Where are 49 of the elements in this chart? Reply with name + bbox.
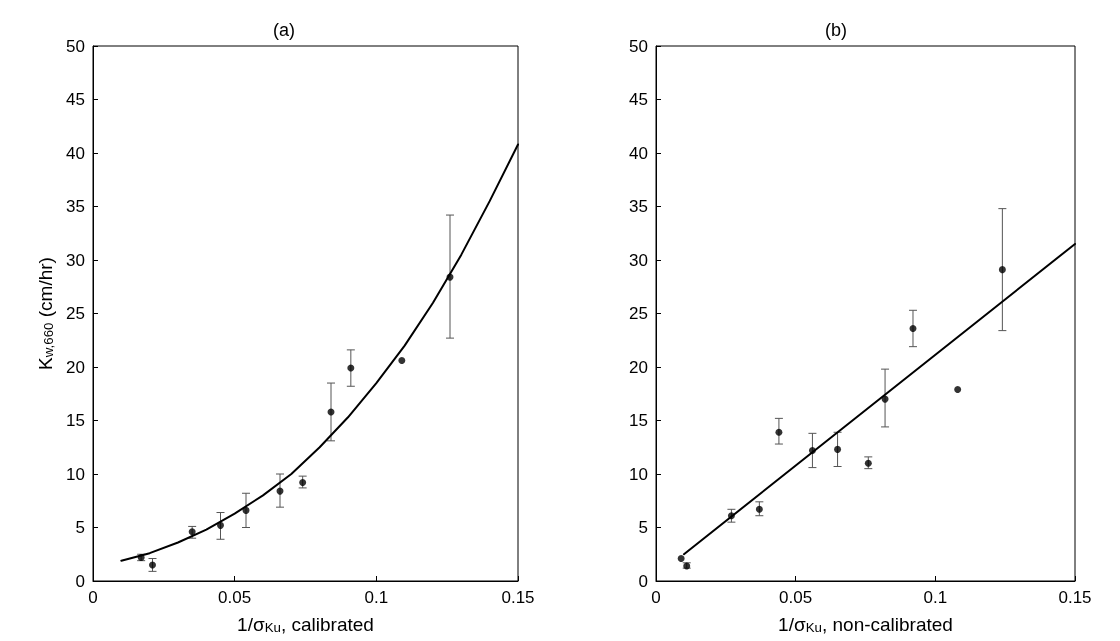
y-axis-title: Kw,660 (cm/hr) <box>35 257 56 370</box>
y-tick-label: 5 <box>638 518 648 537</box>
x-tick-label: 0.1 <box>923 588 948 607</box>
x-axis-title: 1/σKu, calibrated <box>237 614 374 635</box>
y-tick-label: 50 <box>629 36 648 56</box>
y-tick-label: 20 <box>629 357 648 377</box>
y-tick-label: 30 <box>66 250 85 270</box>
y-tick-label: 10 <box>629 464 648 484</box>
x-tick-label: 0.15 <box>501 588 535 607</box>
y-tick-label: 0 <box>75 571 85 591</box>
y-tick-label: 45 <box>66 90 85 109</box>
point <box>677 555 685 563</box>
y-tick-label: 15 <box>629 411 648 430</box>
y-tick-label: 45 <box>629 90 648 109</box>
point <box>954 385 962 393</box>
point <box>775 428 783 436</box>
y-tick-label: 35 <box>66 197 85 216</box>
y-tick-label: 25 <box>629 304 648 323</box>
point <box>242 506 250 514</box>
y-tick-label: 20 <box>66 357 85 377</box>
point <box>808 446 816 454</box>
point <box>727 512 735 520</box>
y-tick-label: 50 <box>66 36 85 56</box>
y-tick-label: 40 <box>66 143 85 163</box>
x-tick-label: 0.05 <box>218 588 252 607</box>
x-tick-label: 0.1 <box>364 588 389 607</box>
point <box>299 479 307 487</box>
x-axis-title: 1/σKu, non-calibrated <box>778 614 953 635</box>
y-tick-label: 10 <box>66 464 85 484</box>
point <box>909 324 917 332</box>
point <box>398 357 406 365</box>
point <box>347 364 355 372</box>
point <box>217 521 224 529</box>
point <box>998 266 1006 274</box>
y-tick-label: 30 <box>629 250 648 270</box>
chart-title: (a) <box>273 20 295 40</box>
y-tick-label: 5 <box>75 518 85 537</box>
x-tick-label: 0.15 <box>1058 588 1092 607</box>
y-tick-label: 40 <box>629 143 648 163</box>
x-tick-label: 0 <box>651 588 661 607</box>
y-tick-label: 15 <box>66 411 85 430</box>
y-tick-label: 0 <box>638 571 648 591</box>
y-tick-label: 35 <box>629 197 648 216</box>
chart-title: (b) <box>825 20 847 40</box>
point <box>834 445 842 453</box>
y-tick-label: 25 <box>66 304 85 323</box>
x-tick-label: 0.05 <box>779 588 813 607</box>
point <box>755 505 763 513</box>
x-tick-label: 0 <box>88 588 98 607</box>
